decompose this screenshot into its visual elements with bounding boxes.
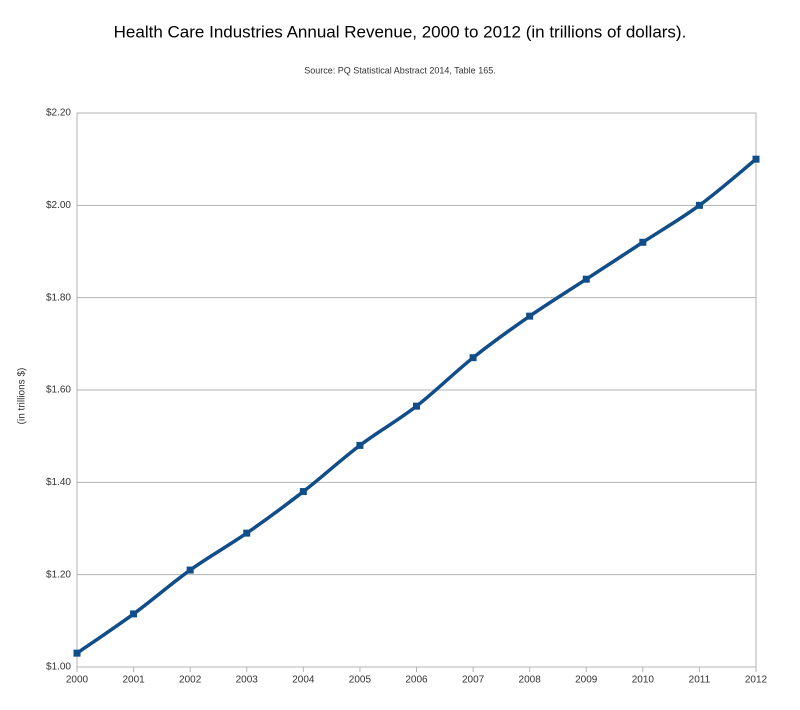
chart-title: Health Care Industries Annual Revenue, 2… xyxy=(114,22,687,41)
x-tick-label: 2004 xyxy=(292,675,315,686)
x-tick-label: 2001 xyxy=(122,675,145,686)
marker xyxy=(695,201,703,209)
x-tick-label: 2009 xyxy=(575,675,598,686)
x-tick-label: 2012 xyxy=(745,675,768,686)
y-tick-label: $2.20 xyxy=(46,108,71,119)
x-tick-label: 2000 xyxy=(66,675,89,686)
marker xyxy=(186,566,194,574)
marker xyxy=(130,610,138,618)
y-tick-label: $1.00 xyxy=(46,662,71,673)
y-axis-label: (in trillions $) xyxy=(17,368,28,425)
marker xyxy=(469,354,477,362)
y-tick-label: $1.40 xyxy=(46,477,71,488)
x-tick-label: 2005 xyxy=(349,675,372,686)
marker xyxy=(73,649,81,657)
marker xyxy=(243,529,251,537)
y-tick-label: $1.60 xyxy=(46,385,71,396)
y-tick-label: $1.20 xyxy=(46,569,71,580)
marker xyxy=(582,275,590,283)
marker xyxy=(639,238,647,246)
y-tick-label: $1.80 xyxy=(46,292,71,303)
x-tick-label: 2002 xyxy=(179,675,202,686)
x-tick-label: 2003 xyxy=(236,675,259,686)
y-tick-label: $2.00 xyxy=(46,200,71,211)
marker xyxy=(752,155,760,163)
x-tick-label: 2010 xyxy=(632,675,655,686)
marker xyxy=(299,488,307,496)
x-tick-label: 2006 xyxy=(405,675,428,686)
marker xyxy=(413,402,420,410)
marker xyxy=(356,441,364,449)
x-tick-label: 2011 xyxy=(689,675,711,686)
x-tick-label: 2007 xyxy=(462,675,485,686)
chart-subtitle: Source: PQ Statistical Abstract 2014, Ta… xyxy=(304,65,495,75)
x-tick-label: 2008 xyxy=(519,675,542,686)
marker xyxy=(526,312,534,320)
